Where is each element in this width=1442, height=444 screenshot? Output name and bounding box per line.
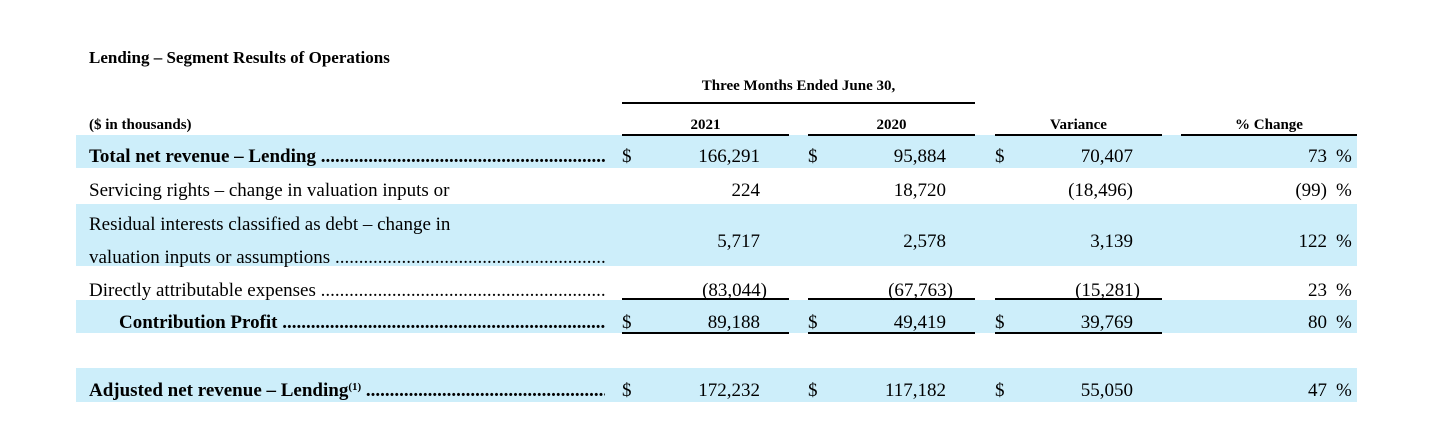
value-pct-change: 80 (1308, 312, 1327, 333)
row-label-directly-attributable-expenses: Directly attributable expenses .........… (89, 280, 605, 301)
header-underline-variance (995, 134, 1162, 136)
value-2021: 224 (731, 180, 761, 201)
period-header: Three Months Ended June 30, (701, 78, 896, 94)
value-pct-change: 47 (1308, 380, 1327, 401)
value-2021: 89,188 (707, 312, 760, 333)
row-label-servicing-rights: Servicing rights – change in valuation i… (89, 180, 450, 201)
percent-sign: % (1336, 231, 1352, 252)
value-variance: (15,281) (1075, 280, 1140, 301)
units-label: ($ in thousands) (89, 117, 192, 133)
currency-2021: $ (622, 312, 632, 333)
value-2021: 172,232 (698, 380, 760, 401)
value-2020: 49,419 (893, 312, 946, 333)
value-2021: 166,291 (698, 146, 760, 167)
value-pct-change: 73 (1308, 146, 1327, 167)
value-pct-change: (99) (1295, 180, 1327, 201)
percent-sign: % (1336, 312, 1352, 333)
value-variance: 3,139 (1090, 231, 1133, 252)
value-2020: 18,720 (893, 180, 946, 201)
period-underline (622, 102, 975, 104)
row-label-total-net-revenue: Total net revenue – Lending ............… (89, 146, 605, 167)
value-2020: 2,578 (903, 231, 946, 252)
total-rule-variance (995, 332, 1162, 334)
value-variance: 39,769 (1080, 312, 1133, 333)
value-2020: (67,763) (888, 280, 953, 301)
row-band-residual-interests (76, 204, 1357, 266)
row-label-contribution-profit: Contribution Profit ....................… (119, 312, 605, 333)
subtotal-rule-variance (995, 298, 1162, 300)
header-underline-2020 (808, 134, 975, 136)
footnote-marker: (1) (348, 381, 362, 393)
currency-variance: $ (995, 312, 1005, 333)
value-2021: (83,044) (702, 280, 767, 301)
header-underline-pct-change (1181, 134, 1357, 136)
percent-sign: % (1336, 380, 1352, 401)
value-pct-change: 23 (1308, 280, 1327, 301)
value-2020: 117,182 (884, 380, 946, 401)
currency-2021: $ (622, 380, 632, 401)
percent-sign: % (1336, 146, 1352, 167)
value-variance: 70,407 (1080, 146, 1133, 167)
percent-sign: % (1336, 280, 1352, 301)
table-title: Lending – Segment Results of Operations (89, 48, 390, 67)
total-rule-2020 (808, 332, 975, 334)
row-label-residual-interests-line2: valuation inputs or assumptions ........… (89, 247, 605, 268)
value-variance: 55,050 (1080, 380, 1133, 401)
currency-2020: $ (808, 380, 818, 401)
value-2020: 95,884 (893, 146, 946, 167)
subtotal-rule-2021 (622, 298, 789, 300)
header-underline-2021 (622, 134, 789, 136)
value-variance: (18,496) (1068, 180, 1133, 201)
currency-2020: $ (808, 312, 818, 333)
row-label-residual-interests-line1: Residual interests classified as debt – … (89, 214, 451, 235)
currency-variance: $ (995, 380, 1005, 401)
currency-2020: $ (808, 146, 818, 167)
row-band-adjusted-net-revenue (76, 368, 1357, 402)
row-label-adjusted-net-revenue: Adjusted net revenue – Lending(1) ......… (89, 380, 605, 401)
currency-2021: $ (622, 146, 632, 167)
percent-sign: % (1336, 180, 1352, 201)
column-header-variance: Variance (1050, 117, 1107, 133)
total-rule-2021 (622, 332, 789, 334)
value-pct-change: 122 (1298, 231, 1328, 252)
value-2021: 5,717 (717, 231, 760, 252)
subtotal-rule-2020 (808, 298, 975, 300)
row-band-total-net-revenue (76, 135, 1357, 168)
currency-variance: $ (995, 146, 1005, 167)
column-header-2020: 2020 (876, 117, 907, 133)
column-header-2021: 2021 (690, 117, 721, 133)
column-header-pct-change: % Change (1235, 117, 1303, 133)
row-band-contribution-profit (76, 300, 1357, 333)
